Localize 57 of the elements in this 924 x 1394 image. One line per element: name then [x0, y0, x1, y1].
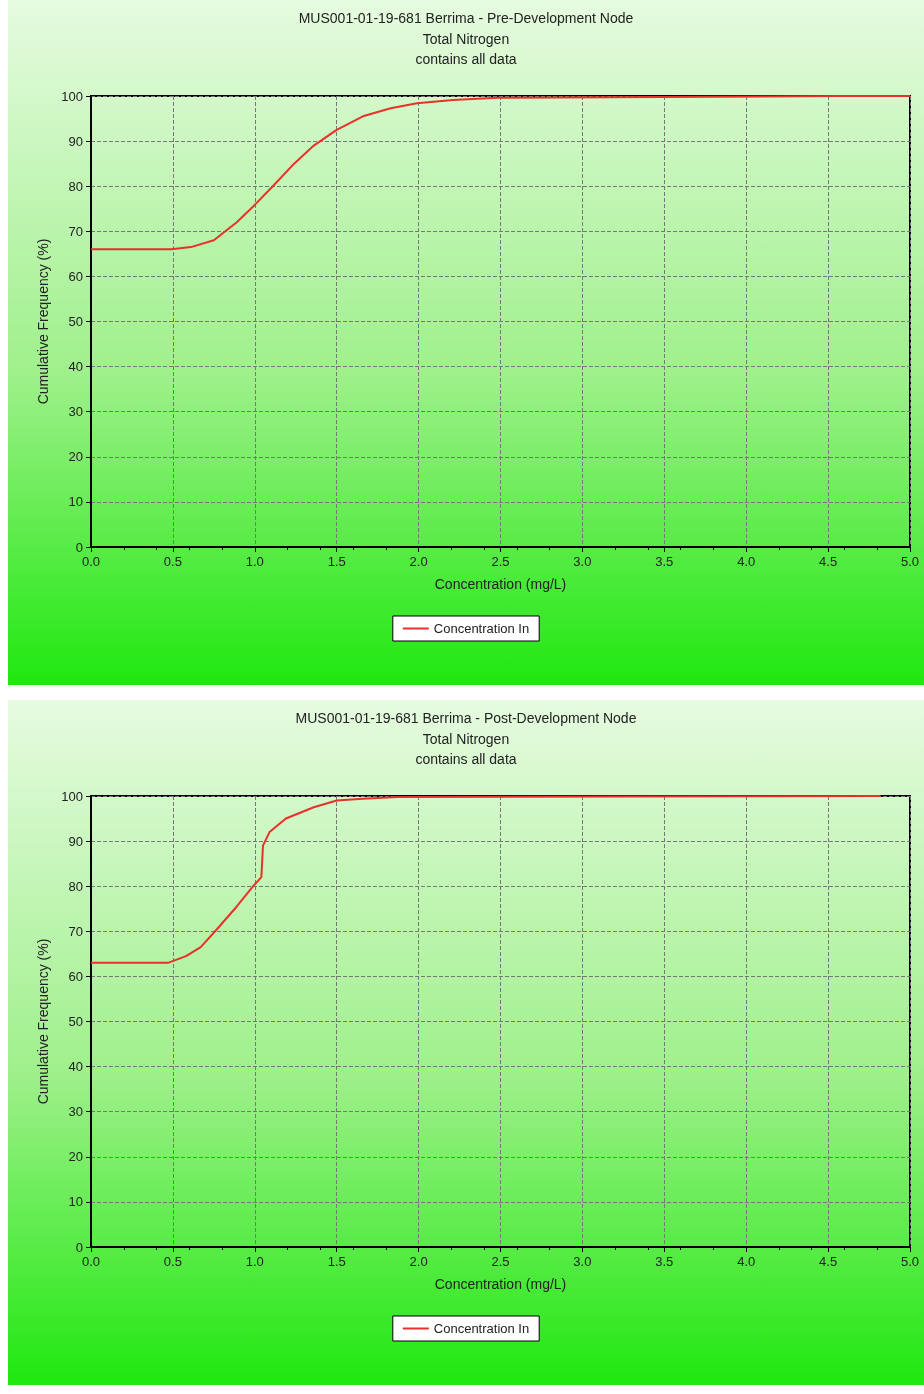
x-tick-label: 1.0: [245, 1254, 264, 1269]
y-tick-label: 100: [61, 88, 83, 104]
y-tick-label: 0: [75, 539, 83, 555]
y-tick-label: 40: [68, 1059, 83, 1075]
x-tick-label: 3.0: [573, 554, 592, 569]
y-axis-title: Cumulative Frequency (%): [35, 938, 52, 1105]
legend-label: Concentration In: [433, 1321, 530, 1336]
x-tick-label: 0.5: [163, 554, 182, 569]
x-tick-label: 2.5: [491, 554, 510, 569]
x-tick-label: 0.0: [81, 554, 101, 569]
y-axis-title: Cumulative Frequency (%): [35, 238, 52, 405]
x-tick-label: 4.5: [819, 554, 838, 569]
chart-title: MUS001-01-19-681 Berrima - Pre-Development Node: [298, 10, 634, 26]
y-tick-label: 60: [68, 968, 83, 984]
y-tick-label: 70: [68, 923, 83, 939]
y-tick-label: 90: [68, 133, 83, 149]
x-tick-label: 3.5: [655, 554, 674, 569]
x-tick-label: 2.0: [409, 554, 428, 569]
chart-subtitle: Total Nitrogen: [422, 731, 510, 747]
text: contains all data: [415, 751, 517, 767]
y-tick-label: 0: [75, 1239, 83, 1255]
y-tick-label: 70: [68, 223, 83, 239]
y-tick-label: 60: [68, 268, 83, 284]
x-tick-label: 2.0: [409, 1254, 428, 1269]
x-tick-label: 3.0: [573, 1254, 592, 1269]
x-axis-title: Concentration (mg/L): [434, 1276, 567, 1292]
y-tick-label: 90: [68, 833, 83, 849]
x-tick-label: 2.5: [491, 1254, 510, 1269]
y-tick-label: 100: [61, 788, 83, 804]
x-tick-label: 5.0: [900, 1254, 920, 1269]
x-tick-label: 3.5: [655, 1254, 674, 1269]
y-tick-label: 10: [68, 494, 83, 510]
x-tick-label: 4.0: [737, 554, 756, 569]
x-axis-title: Concentration (mg/L): [434, 576, 567, 592]
y-tick-label: 10: [68, 1194, 83, 1210]
y-tick-label: 30: [68, 404, 83, 420]
chart-title: MUS001-01-19-681 Berrima - Post-Development Node: [295, 710, 637, 726]
x-tick-label: 1.0: [245, 554, 264, 569]
y-tick-label: 20: [68, 449, 83, 465]
legend-label: Concentration In: [433, 621, 530, 636]
y-tick-label: 80: [68, 878, 83, 894]
y-tick-label: 20: [68, 1149, 83, 1165]
y-tick-label: 80: [68, 178, 83, 194]
x-tick-label: 1.5: [327, 554, 346, 569]
x-tick-label: 0.0: [81, 1254, 101, 1269]
line-series: [90, 795, 882, 964]
chart-subtitle: Total Nitrogen: [422, 31, 510, 47]
y-tick-label: 30: [68, 1104, 83, 1120]
x-tick-label: 4.0: [737, 1254, 756, 1269]
x-tick-label: 1.5: [327, 1254, 346, 1269]
y-tick-label: 40: [68, 359, 83, 375]
text: contains all data: [415, 51, 517, 67]
y-tick-label: 50: [68, 314, 83, 329]
x-tick-label: 4.5: [819, 1254, 838, 1269]
y-tick-label: 50: [68, 1014, 83, 1029]
x-tick-label: 0.5: [163, 1254, 182, 1269]
x-tick-label: 5.0: [900, 554, 920, 569]
